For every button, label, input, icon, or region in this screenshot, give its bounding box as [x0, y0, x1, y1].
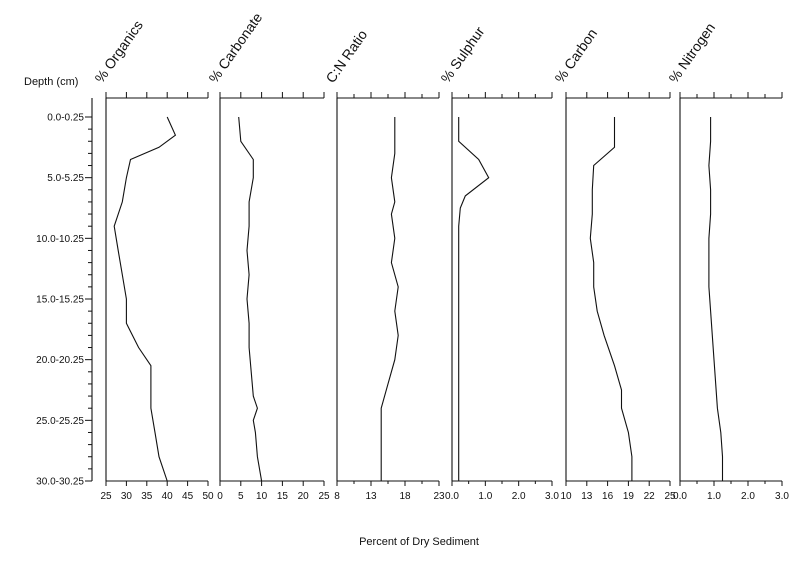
panel--nitrogen: % Nitrogen 0.0 1.0 2.0 3.0 [665, 20, 789, 502]
bottom-tick-label: 25 [318, 491, 330, 502]
bottom-tick-label: 2.0 [512, 491, 526, 502]
depth-tick-label: 10.0-10.25 [36, 234, 84, 245]
bottom-tick-label: 2.0 [741, 491, 755, 502]
bottom-tick-label: 10 [560, 491, 572, 502]
depth-axis: 0.0-0.25 5.0-5.25 10.0-10.25 15.0-15.25 20.0… [36, 98, 93, 488]
bottom-tick-label: 23 [433, 491, 445, 502]
panel-title: C:N Ratio [322, 27, 370, 86]
x-axis-label: Percent of Dry Sediment [359, 536, 479, 548]
panel--carbonate: % Carbonate 0 5 10 15 20 25 [205, 9, 330, 502]
bottom-tick-label: 25 [100, 491, 112, 502]
bottom-tick-label: 0.0 [673, 491, 687, 502]
depth-tick-label: 25.0-25.25 [36, 416, 84, 427]
panel--organics: % Organics 25 30 35 40 45 50 [91, 17, 214, 502]
bottom-tick-label: 40 [162, 491, 174, 502]
data-trace [708, 117, 724, 481]
depth-tick-label: 30.0-30.25 [36, 477, 84, 488]
panel-title: % Organics [91, 17, 146, 85]
data-trace [589, 117, 633, 481]
bottom-tick-label: 16 [602, 491, 614, 502]
data-trace [238, 116, 263, 482]
bottom-tick-label: 1.0 [478, 491, 492, 502]
bottom-tick-label: 5 [238, 491, 244, 502]
bottom-tick-label: 13 [365, 491, 377, 502]
panel-c-n-ratio: C:N Ratio 8 13 18 23 [322, 27, 445, 502]
depth-tick-label: 20.0-20.25 [36, 355, 84, 366]
panel-title: % Carbonate [205, 9, 265, 85]
bottom-tick-label: 8 [334, 491, 340, 502]
depth-tick-label: 15.0-15.25 [36, 295, 84, 306]
data-trace [113, 116, 177, 482]
panel-title: % Carbon [551, 26, 600, 86]
bottom-tick-label: 22 [644, 491, 656, 502]
bottom-tick-label: 45 [182, 491, 194, 502]
bottom-tick-label: 15 [277, 491, 289, 502]
bottom-tick-label: 20 [298, 491, 310, 502]
bottom-tick-label: 3.0 [545, 491, 559, 502]
panel--carbon: % Carbon 10 13 16 19 22 25 [551, 26, 676, 502]
bottom-tick-label: 3.0 [775, 491, 789, 502]
depth-tick-label: 5.0-5.25 [47, 173, 84, 184]
panel--sulphur: % Sulphur 0.0 1.0 2.0 3.0 [437, 23, 559, 502]
bottom-tick-label: 10 [256, 491, 268, 502]
bottom-tick-label: 0.0 [445, 491, 459, 502]
bottom-tick-label: 19 [623, 491, 635, 502]
panels: % Organics 25 30 35 40 45 50 % Carbonate 0 5 10 15 2… [91, 9, 789, 502]
bottom-tick-label: 1.0 [707, 491, 721, 502]
panel-title: % Sulphur [437, 23, 487, 85]
bottom-tick-label: 18 [399, 491, 411, 502]
bottom-tick-label: 50 [202, 491, 214, 502]
bottom-tick-label: 0 [217, 491, 223, 502]
depth-axis-header: Depth (cm) [24, 76, 78, 88]
bottom-tick-label: 13 [581, 491, 593, 502]
depth-tick-label: 0.0-0.25 [47, 113, 84, 124]
bottom-tick-label: 35 [141, 491, 153, 502]
panel-title: % Nitrogen [665, 20, 718, 86]
bottom-tick-label: 30 [121, 491, 133, 502]
bottom-tick-label: 25 [664, 491, 676, 502]
data-trace [380, 117, 399, 481]
data-trace [458, 117, 490, 481]
